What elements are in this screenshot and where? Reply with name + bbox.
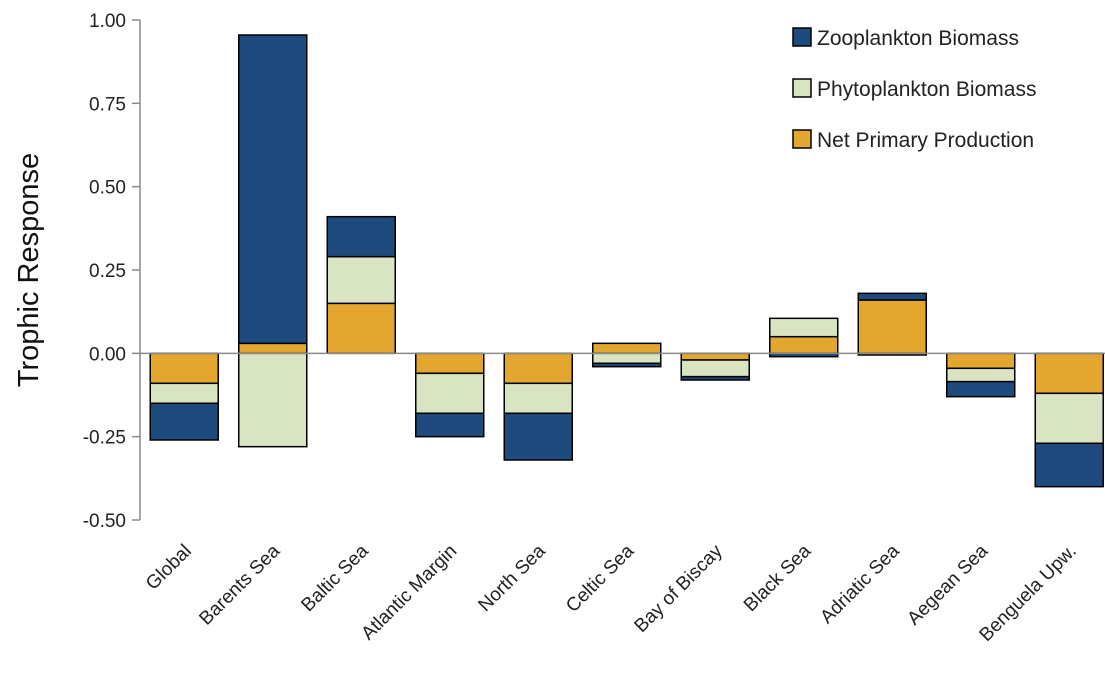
bar-net-primary-production-7 [769, 335, 839, 355]
x-category-label: Barents Sea [195, 540, 284, 629]
bar-phytoplankton-biomass-10 [1034, 392, 1104, 445]
bar-net-primary-production-0 [149, 352, 219, 385]
bar-zooplankton-biomass-3 [415, 412, 485, 438]
bar-net-primary-production-6 [680, 352, 750, 361]
legend-label: Phytoplankton Biomass [817, 78, 1036, 101]
y-tick-label: 0.00 [89, 344, 126, 365]
legend-label: Zooplankton Biomass [817, 27, 1019, 50]
legend-swatch [792, 78, 812, 98]
bar-phytoplankton-biomass-3 [415, 372, 485, 415]
bar-zooplankton-biomass-6 [680, 375, 750, 381]
y-ticks: 1.00 0.75 0.50 0.25 0.00 -0.25 -0.50 [83, 11, 140, 532]
bar-zooplankton-biomass-9 [946, 380, 1016, 398]
y-tick-label: 0.75 [89, 94, 126, 115]
x-category-label: Atlantic Margin [358, 541, 462, 645]
x-category-label: Baltic Sea [297, 540, 373, 616]
bar-zooplankton-biomass-8 [857, 292, 927, 301]
x-category-label: Bay of Biscay [631, 540, 728, 637]
x-category-label: Aegean Sea [903, 540, 992, 629]
x-category-label: Global [142, 541, 196, 595]
bar-zooplankton-biomass-5 [592, 362, 662, 368]
bar-phytoplankton-biomass-7 [769, 317, 839, 338]
y-tick-label: -0.25 [83, 428, 126, 449]
bar-net-primary-production-5 [592, 342, 662, 355]
y-axis-title: Trophic Response [13, 153, 45, 387]
bar-zooplankton-biomass-4 [503, 412, 573, 461]
bar-net-primary-production-3 [415, 352, 485, 375]
bar-phytoplankton-biomass-4 [503, 382, 573, 415]
x-category-label: Celtic Sea [562, 540, 638, 616]
bar-zooplankton-biomass-0 [149, 402, 219, 441]
bar-phytoplankton-biomass-6 [680, 359, 750, 378]
bar-net-primary-production-2 [326, 302, 396, 355]
bar-net-primary-production-9 [946, 352, 1016, 370]
bar-net-primary-production-1 [238, 342, 308, 355]
y-tick-label: 1.00 [89, 11, 126, 32]
y-tick-label: 0.25 [89, 261, 126, 282]
bar-net-primary-production-8 [857, 299, 927, 355]
bar-phytoplankton-biomass-5 [592, 352, 662, 365]
bar-zooplankton-biomass-10 [1034, 442, 1104, 488]
x-category-label: Adriatic Sea [816, 540, 904, 628]
bar-phytoplankton-biomass-9 [946, 367, 1016, 383]
x-category-label: North Sea [474, 540, 550, 616]
bar-zooplankton-biomass-1 [238, 34, 308, 345]
bar-phytoplankton-biomass-0 [149, 382, 219, 405]
legend-swatch [792, 27, 812, 47]
legend: Zooplankton Biomass Phytoplankton Biomass… [792, 27, 1036, 152]
legend-swatch [792, 129, 812, 149]
bar-net-primary-production-10 [1034, 352, 1104, 395]
x-category-label: Black Sea [740, 540, 816, 616]
bar-zooplankton-biomass-2 [326, 215, 396, 258]
bar-phytoplankton-biomass-1 [238, 352, 308, 448]
y-tick-label: 0.50 [89, 178, 126, 199]
y-tick-label: -0.50 [83, 511, 126, 532]
legend-label: Net Primary Production [817, 129, 1034, 152]
bar-net-primary-production-4 [503, 352, 573, 385]
bar-phytoplankton-biomass-2 [326, 255, 396, 305]
bars-layer [149, 34, 1104, 488]
